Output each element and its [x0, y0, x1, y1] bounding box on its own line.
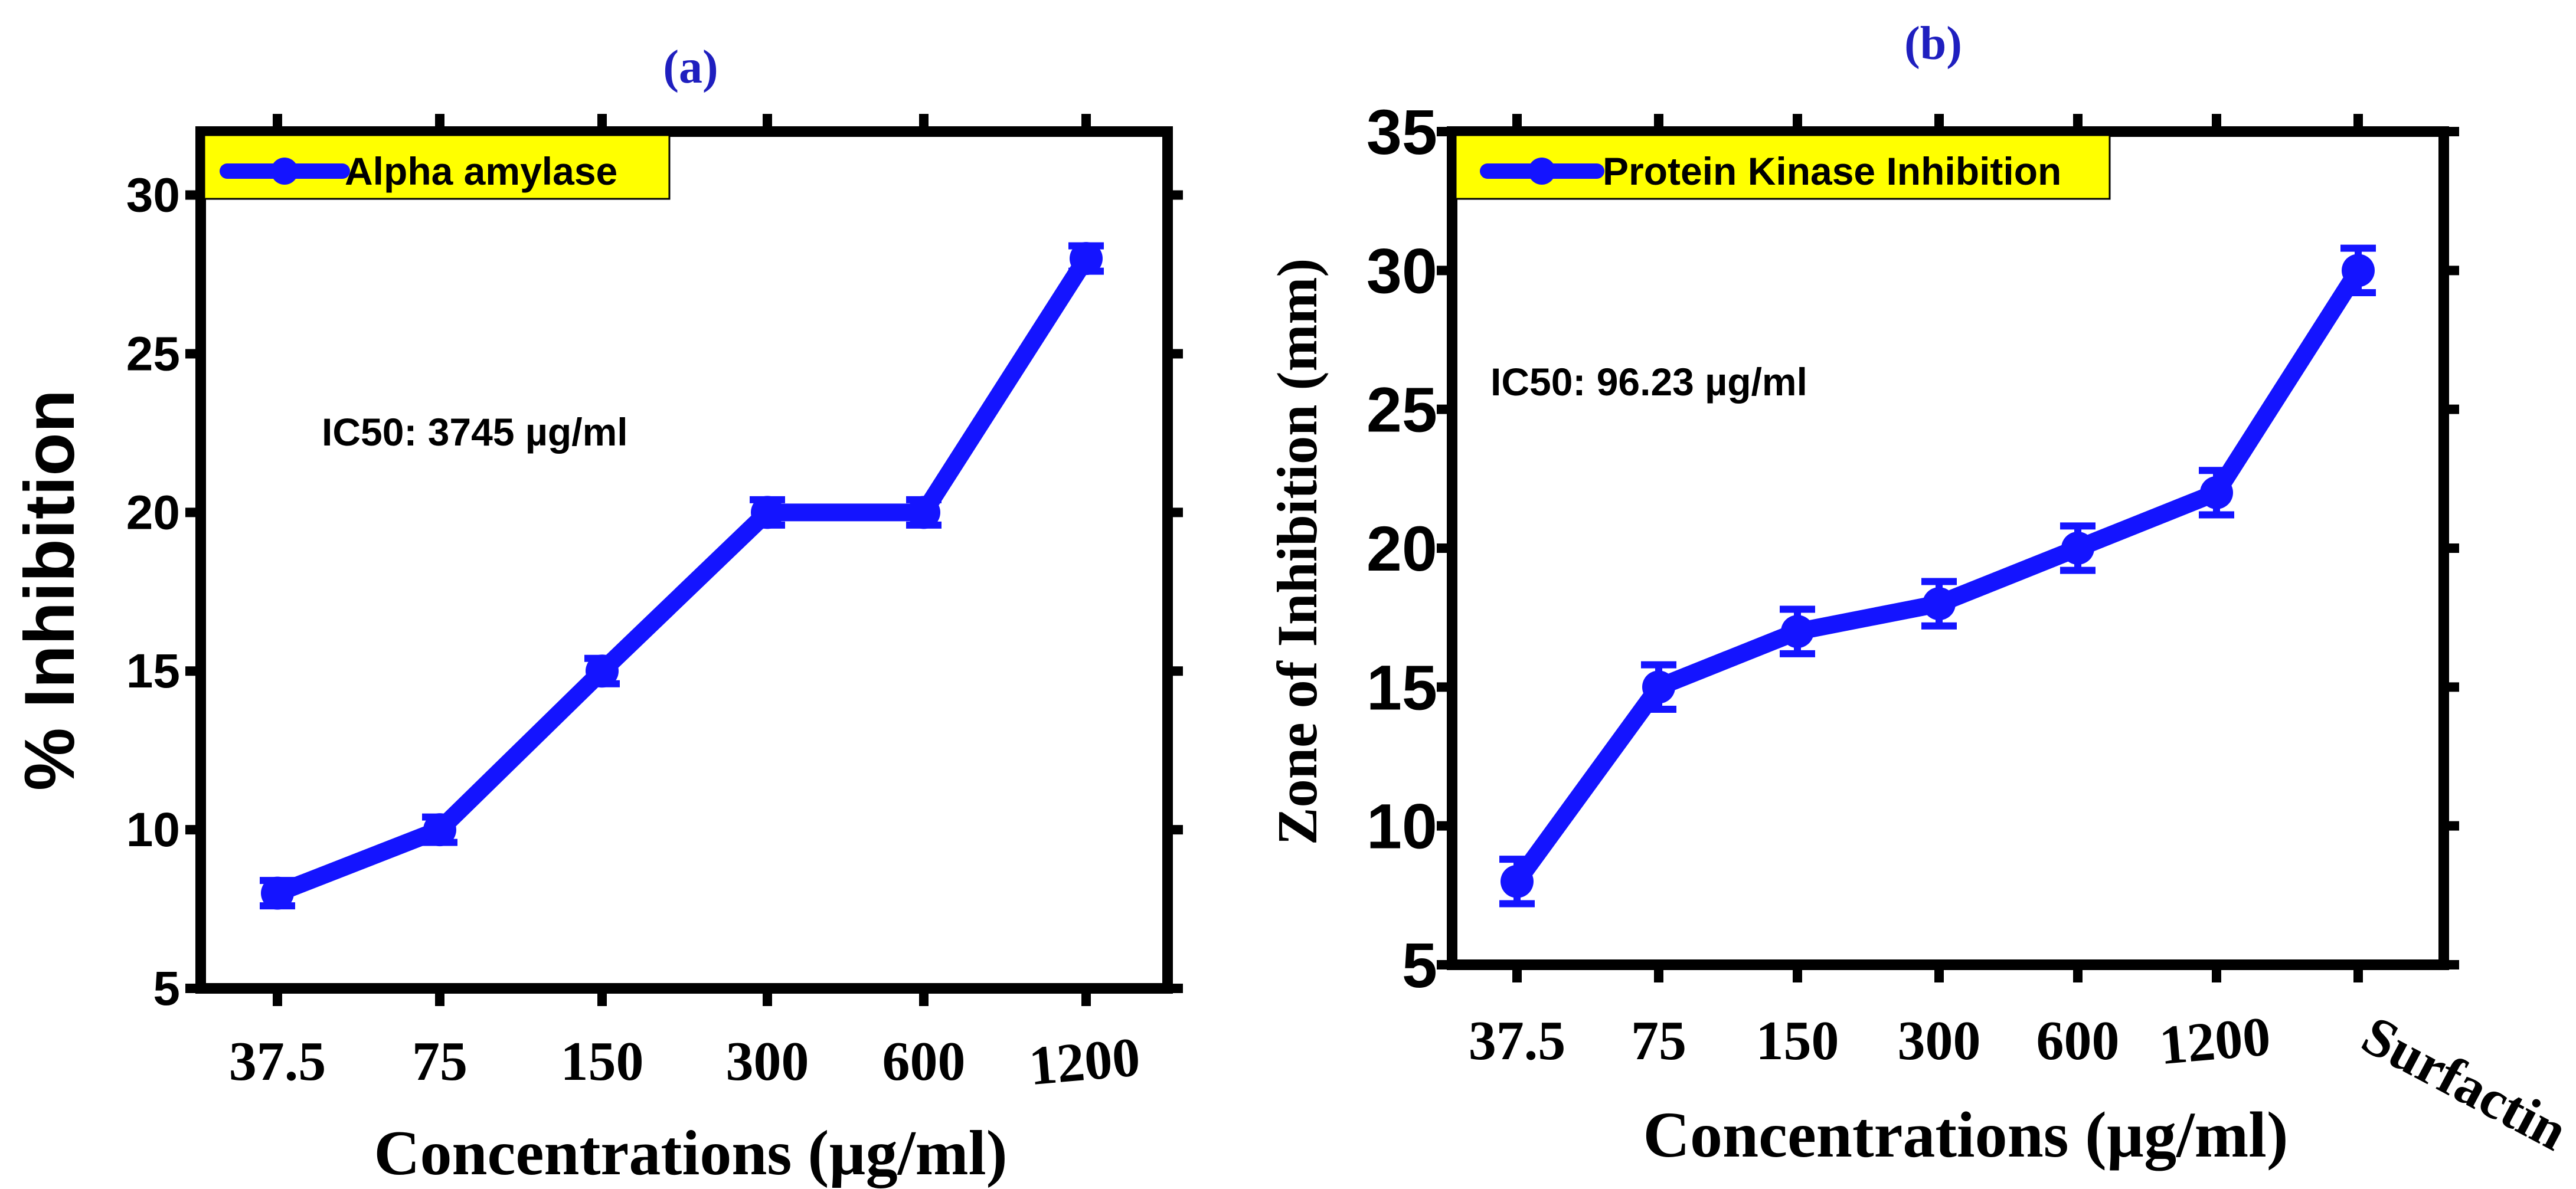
panel-b-x-axis-title: Concentrations (µg/ml) [1643, 1099, 2289, 1171]
y-tick-label: 10 [1367, 791, 1437, 862]
panel-a-ic50-annotation: IC50: 3745 µg/ml [322, 410, 628, 454]
panel-b-ic50-annotation: IC50: 96.23 µg/ml [1490, 360, 1807, 404]
panel-b-label: (b) [1904, 18, 1962, 70]
panel-a-y-axis-title: % Inhibition [10, 389, 89, 791]
y-tick-label: 5 [1402, 929, 1437, 1001]
panel-b-plot-frame [1447, 126, 2449, 970]
x-tick-label: Surfactin [2352, 1004, 2576, 1162]
y-tick-label: 20 [1367, 513, 1437, 584]
series-line [269, 250, 1095, 902]
x-tick-label: 37.5 [229, 1031, 326, 1092]
data-point [2061, 532, 2094, 565]
y-tick-label: 10 [126, 803, 180, 857]
y-tick-label: 30 [1367, 235, 1437, 306]
panel-b-legend-label: Protein Kinase Inhibition [1603, 149, 2061, 193]
panel-a-label: (a) [663, 41, 718, 93]
x-tick-label: 150 [561, 1031, 644, 1092]
y-tick-label: 35 [1367, 96, 1437, 168]
panel-a-legend: Alpha amylase [203, 134, 671, 200]
x-tick-label: 300 [726, 1031, 809, 1092]
x-tick-label: 75 [1631, 1010, 1686, 1072]
data-point [1781, 615, 1814, 648]
data-point [2342, 254, 2375, 287]
x-tick-label: 150 [1756, 1010, 1839, 1072]
data-point [1070, 242, 1103, 276]
x-tick-label: 37.5 [1469, 1010, 1566, 1072]
panel-b-series-protein-kinase [1499, 244, 2376, 908]
y-tick-label: 5 [153, 962, 180, 1016]
panel-a-legend-label: Alpha amylase [345, 149, 617, 193]
panel-b-legend: Protein Kinase Inhibition [1454, 134, 2111, 200]
data-point [907, 496, 940, 529]
data-point [586, 654, 619, 688]
data-point [1642, 670, 1675, 704]
panel-a-plot-frame [195, 126, 1173, 994]
panel-b-y-axis-title: Zone of Inhibition (mm) [1266, 258, 1329, 846]
x-tick-label: 75 [412, 1031, 468, 1092]
y-tick-label: 30 [126, 169, 180, 222]
x-tick-label: 300 [1898, 1010, 1981, 1072]
y-tick-label: 15 [1367, 651, 1437, 723]
data-point [1501, 864, 1534, 898]
x-tick-label: 600 [882, 1031, 966, 1092]
data-point [751, 496, 784, 529]
y-tick-label: 25 [1367, 374, 1437, 446]
data-point [1923, 587, 1956, 621]
panel-a-legend-marker [271, 158, 298, 185]
panel-a-x-tick-labels: 37.5 75 150 300 600 1200 [229, 1026, 1143, 1097]
y-tick-label: 15 [126, 644, 180, 698]
data-point [423, 813, 456, 847]
data-point [2200, 476, 2233, 509]
x-tick-label: 600 [2036, 1010, 2120, 1072]
y-tick-label: 25 [126, 327, 180, 381]
chart-panel-a: (a) 5 10 15 20 25 30 37.5 75 150 300 600 1200 % In… [10, 41, 1183, 1188]
data-point [261, 876, 294, 910]
panel-a-series-alpha-amylase [260, 242, 1104, 910]
panel-b-tick-marks [1437, 114, 2459, 982]
x-tick-label: 1200 [2157, 1005, 2273, 1076]
x-tick-label: 1200 [1027, 1026, 1142, 1097]
panel-b-y-tick-labels: 5 10 15 20 25 30 35 [1367, 96, 1437, 1001]
panel-a-x-axis-title: Concentrations (µg/ml) [374, 1118, 1007, 1188]
panel-a-y-tick-labels: 5 10 15 20 25 30 [126, 169, 180, 1016]
panel-b-legend-marker [1528, 158, 1555, 185]
chart-panel-b: (b) 5 10 15 20 25 30 35 37.5 75 150 300 600 1200 Sur… [1266, 18, 2576, 1171]
y-tick-label: 20 [126, 486, 180, 539]
